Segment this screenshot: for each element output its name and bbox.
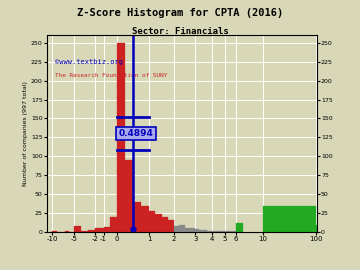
Bar	[117, 43, 125, 232]
Bar	[162, 217, 168, 232]
Bar	[203, 230, 207, 232]
Bar	[179, 225, 185, 232]
Y-axis label: Number of companies (997 total): Number of companies (997 total)	[23, 81, 28, 186]
Bar	[207, 231, 212, 232]
Bar	[95, 228, 104, 232]
Bar	[199, 230, 203, 232]
Bar	[185, 228, 190, 232]
Text: Z-Score Histogram for CPTA (2016): Z-Score Histogram for CPTA (2016)	[77, 8, 283, 18]
Text: The Research Foundation of SUNY: The Research Foundation of SUNY	[55, 73, 167, 77]
Bar	[222, 231, 225, 232]
Bar	[88, 230, 95, 232]
Bar	[156, 214, 162, 232]
Text: 0.4894: 0.4894	[119, 129, 153, 138]
Text: ©www.textbiz.org: ©www.textbiz.org	[55, 59, 123, 65]
Bar	[81, 231, 88, 232]
Bar	[218, 231, 222, 232]
Bar	[104, 227, 110, 232]
Bar	[195, 229, 199, 232]
Text: Sector: Financials: Sector: Financials	[132, 27, 228, 36]
Bar	[236, 223, 243, 232]
Bar	[52, 231, 57, 232]
Bar	[212, 231, 215, 232]
Bar	[110, 217, 117, 232]
Bar	[316, 225, 317, 232]
Bar	[74, 226, 81, 232]
Bar	[233, 231, 236, 232]
Bar	[215, 231, 218, 232]
Bar	[228, 231, 230, 232]
Bar	[263, 206, 316, 232]
Bar	[133, 202, 141, 232]
Bar	[65, 231, 69, 232]
Bar	[141, 206, 149, 232]
Bar	[149, 211, 156, 232]
Bar	[125, 160, 133, 232]
Bar	[174, 226, 179, 232]
Bar	[168, 220, 174, 232]
Bar	[225, 231, 228, 232]
Bar	[230, 231, 233, 232]
Bar	[190, 228, 195, 232]
